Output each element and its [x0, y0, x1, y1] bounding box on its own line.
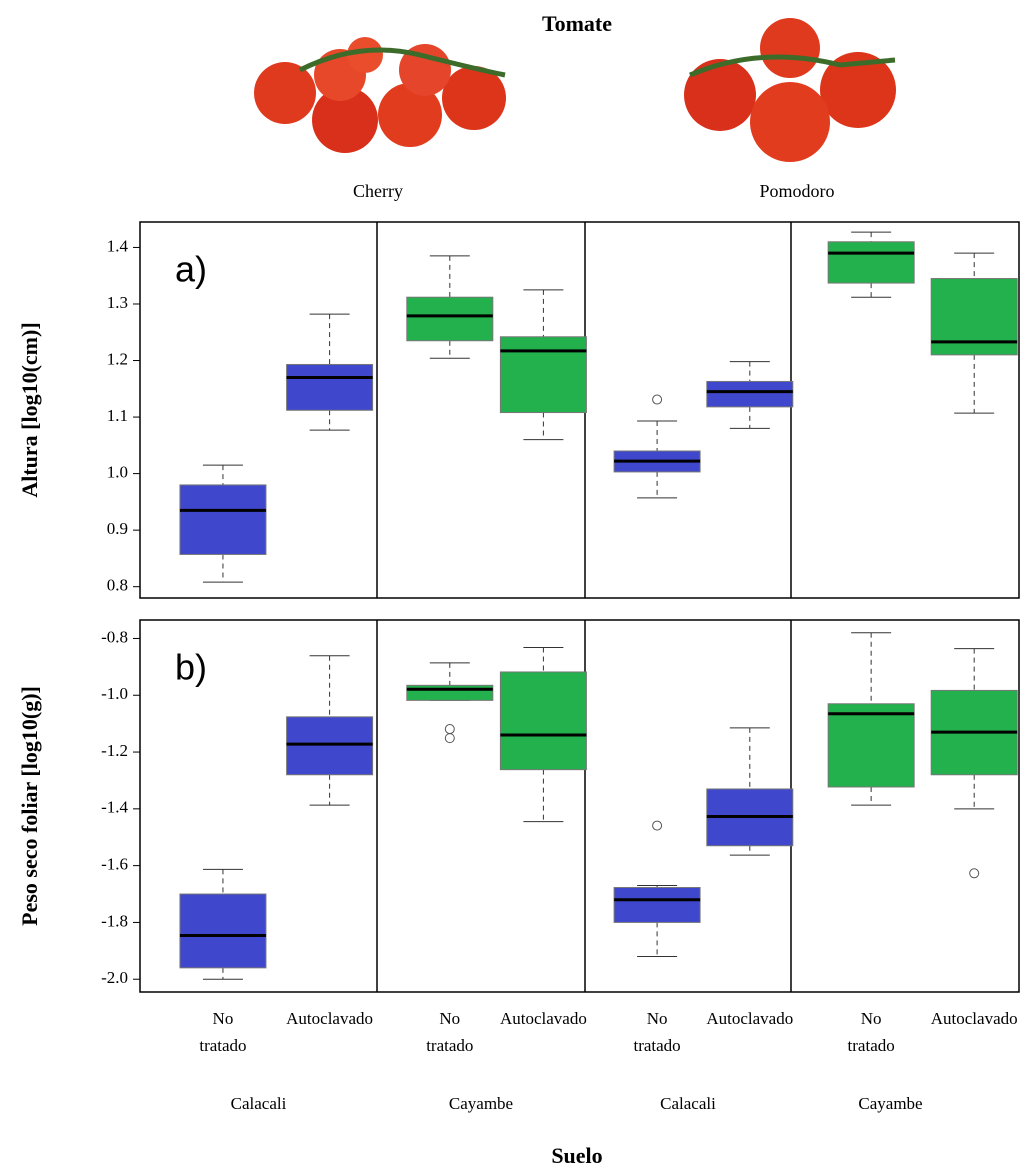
box [614, 887, 700, 922]
y-tick-label: -0.8 [101, 627, 128, 646]
box [500, 337, 586, 413]
box [180, 894, 266, 968]
y-tick-label: -1.6 [101, 855, 128, 874]
x-tick-label: Autoclavado [931, 1009, 1018, 1028]
pomodoro-image [684, 18, 896, 162]
x-tick-label: Autoclavado [286, 1009, 373, 1028]
y-tick-label: 1.0 [107, 463, 128, 482]
figure: Tomate Cherry Pomodoro Suelo 0.8 0.9 1.0 1.… [0, 0, 1020, 1171]
y-tick-label: -2.0 [101, 968, 128, 987]
x-tick-label: Autoclavado [500, 1009, 587, 1028]
box [828, 242, 914, 283]
y-tick-label: 1.2 [107, 349, 128, 368]
box [707, 381, 793, 406]
x-axis-title: Suelo [551, 1143, 602, 1168]
y-tick-label: -1.8 [101, 911, 128, 930]
y-tick-label: -1.2 [101, 741, 128, 760]
variety-label: Pomodoro [759, 181, 834, 201]
group-label: Cayambe [449, 1094, 513, 1113]
figure-title: Tomate [542, 11, 612, 36]
outlier [970, 869, 979, 878]
panel-label: a) [175, 249, 207, 290]
outlier [445, 734, 454, 743]
box [407, 685, 493, 700]
cherry-image [254, 37, 506, 153]
variety-label: Cherry [353, 181, 403, 201]
panel-label: b) [175, 647, 207, 688]
box [828, 704, 914, 787]
y-tick-label: -1.0 [101, 684, 128, 703]
outlier [445, 725, 454, 734]
group-label: Cayambe [858, 1094, 922, 1113]
outlier [653, 395, 662, 404]
y-tick-label: 1.1 [107, 406, 128, 425]
box [180, 485, 266, 555]
box [287, 364, 373, 410]
y-tick-label: -1.4 [101, 798, 128, 817]
y-tick-label: 0.8 [107, 576, 128, 595]
group-label: Calacali [231, 1094, 287, 1113]
box [931, 279, 1017, 355]
box [500, 672, 586, 770]
box [407, 297, 493, 341]
group-label: Calacali [660, 1094, 716, 1113]
y-tick-label: 0.9 [107, 519, 128, 538]
x-tick-label: Autoclavado [706, 1009, 793, 1028]
y-tick-label: 1.3 [107, 293, 128, 312]
y-axis-title: Peso seco foliar [log10(g)] [17, 686, 42, 926]
box [287, 717, 373, 775]
y-axis-title: Altura [log10(cm)] [17, 322, 42, 497]
outlier [653, 821, 662, 830]
y-tick-label: 1.4 [107, 236, 129, 255]
